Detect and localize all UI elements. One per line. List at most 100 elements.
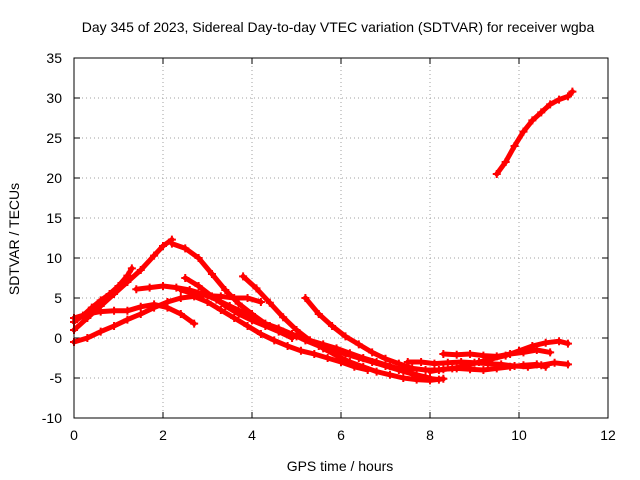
data-point: [506, 362, 515, 371]
data-point: [568, 87, 577, 96]
data-point: [96, 327, 105, 336]
data-point: [207, 292, 216, 301]
data-point: [150, 300, 159, 309]
data-point: [181, 244, 190, 253]
data-point: [270, 336, 279, 345]
data-point: [194, 282, 203, 290]
data-point: [216, 306, 225, 314]
data-point: [332, 351, 341, 360]
data-point: [354, 340, 363, 349]
data-point: [114, 282, 123, 290]
data-point: [110, 306, 119, 315]
x-tick-label: 2: [159, 427, 167, 443]
data-point: [372, 367, 381, 376]
data-point: [83, 334, 92, 342]
data-point: [563, 92, 572, 101]
series-sat-n: [492, 87, 577, 178]
data-point: [555, 337, 564, 346]
data-point: [426, 376, 434, 385]
x-tick-label: 8: [426, 427, 434, 443]
data-point: [243, 294, 252, 302]
y-tick-label: 5: [54, 290, 62, 306]
data-point: [234, 299, 243, 308]
x-tick-label: 12: [600, 427, 616, 443]
series-sat-l: [439, 346, 555, 361]
data-point: [466, 365, 475, 374]
data-point: [466, 350, 475, 358]
data-point: [83, 310, 92, 318]
data-point: [319, 344, 328, 353]
x-tick-label: 0: [70, 427, 78, 443]
data-point: [167, 239, 176, 248]
y-tick-label: -5: [50, 370, 63, 386]
data-point: [332, 344, 341, 353]
data-point: [252, 284, 261, 293]
data-point: [541, 338, 550, 347]
data-point: [323, 354, 332, 362]
data-point: [345, 349, 354, 358]
data-point: [550, 358, 559, 367]
data-point: [479, 366, 488, 374]
y-tick-label: 15: [46, 210, 62, 226]
data-point: [87, 303, 96, 312]
y-tick-label: 25: [46, 130, 62, 146]
x-tick-label: 6: [337, 427, 345, 443]
series-trace: [427, 361, 549, 375]
data-point: [439, 365, 448, 374]
data-point: [207, 270, 216, 278]
data-point: [279, 313, 288, 322]
data-point: [519, 361, 528, 370]
data-point: [381, 354, 390, 363]
data-point: [492, 352, 501, 361]
data-point: [528, 116, 537, 125]
series-sat-g: [176, 286, 265, 306]
data-point: [216, 292, 225, 301]
data-point: [479, 351, 488, 360]
data-point: [555, 95, 564, 104]
data-point: [368, 348, 377, 357]
data-point: [394, 359, 403, 368]
data-point: [345, 358, 354, 366]
grid-lines: [74, 58, 608, 418]
data-point: [417, 358, 426, 366]
data-point: [181, 274, 190, 282]
data-point: [439, 350, 448, 358]
data-point: [190, 290, 199, 298]
data-point: [159, 242, 167, 250]
plot-frame: [73, 57, 609, 419]
data-point: [163, 303, 172, 312]
data-point: [243, 322, 252, 330]
data-point: [256, 298, 265, 306]
y-tick-label: 30: [46, 90, 62, 106]
series-sat-h: [181, 274, 297, 342]
data-point: [483, 359, 492, 368]
data-point: [288, 334, 297, 342]
data-point: [452, 350, 461, 359]
data-point: [230, 294, 239, 302]
data-point: [274, 327, 283, 336]
data-point: [359, 354, 368, 362]
data-point: [190, 319, 199, 328]
data-point: [546, 348, 555, 357]
data-point: [359, 362, 368, 371]
data-point: [145, 283, 154, 292]
series-sat-d: [70, 292, 372, 374]
data-point: [532, 346, 541, 354]
x-tick-label: 10: [511, 427, 527, 443]
data-point: [443, 358, 452, 367]
data-point: [492, 170, 501, 178]
data-point: [221, 286, 230, 294]
series-trace: [71, 301, 197, 327]
data-point: [470, 358, 479, 367]
data-point: [230, 314, 239, 322]
data-point: [261, 322, 270, 330]
data-point: [105, 290, 114, 298]
data-point: [110, 322, 119, 330]
data-point: [457, 358, 466, 366]
data-point: [385, 370, 394, 379]
y-tick-label: 0: [54, 330, 62, 346]
data-point: [537, 108, 546, 117]
data-point: [136, 266, 145, 274]
data-point: [563, 360, 572, 369]
data-point: [292, 326, 301, 334]
